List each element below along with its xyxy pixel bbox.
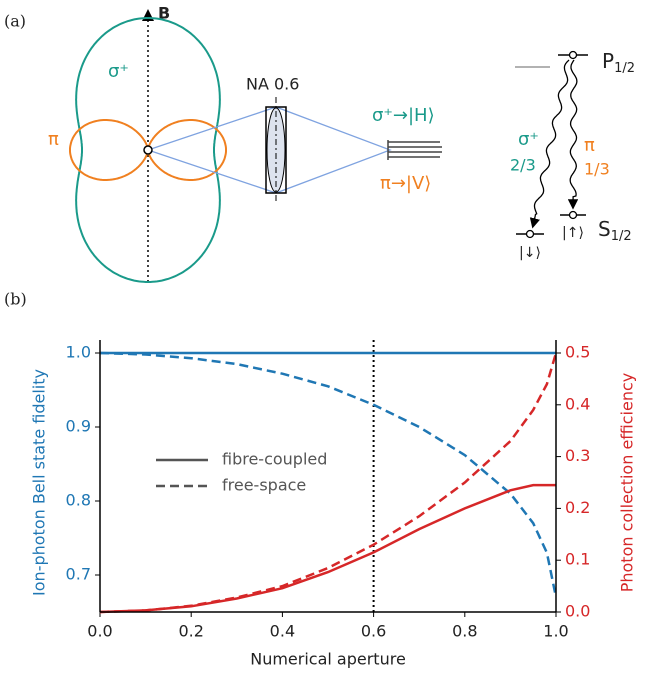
pi-label: π: [48, 129, 59, 150]
pi-ratio: 1/3: [584, 160, 610, 179]
y2-tick-label: 0.4: [565, 394, 590, 413]
legend-label: fibre-coupled: [222, 450, 327, 469]
up-label: |↑⟩: [562, 225, 584, 241]
legend-label: free-space: [222, 476, 306, 495]
lens-label: NA 0.6: [246, 75, 299, 94]
x-tick-label: 0.8: [452, 622, 477, 641]
series-line: [99, 352, 558, 614]
y2-tick-label: 0.1: [565, 550, 590, 569]
rays: [145, 106, 392, 194]
sigma-decay: [529, 59, 570, 229]
sigma-ratio: 2/3: [510, 156, 536, 175]
pi-decay: [567, 59, 579, 210]
y-tick-label: 0.8: [66, 491, 91, 510]
p-state: [568, 50, 578, 60]
series-line: [99, 351, 558, 598]
y-tick-label: 0.9: [66, 417, 91, 436]
y2-tick-label: 0.2: [565, 498, 590, 517]
y-tick-label: 0.7: [66, 565, 91, 584]
ion: [143, 145, 153, 155]
y2-axis-label: Photon collection efficiency: [618, 373, 637, 593]
up-state: [568, 210, 578, 220]
p-label: P1/2: [602, 49, 635, 76]
b-label: B: [158, 4, 170, 23]
y2-tick-label: 0.5: [565, 343, 590, 362]
x-tick-label: 0.6: [361, 622, 386, 641]
y2-tick-label: 0.3: [565, 446, 590, 465]
down-state: [525, 229, 535, 239]
x-tick-label: 0.2: [178, 622, 203, 641]
series-line: [99, 483, 556, 614]
sigma-map: σ⁺→|H⟩: [372, 105, 435, 126]
y2-tick-label: 0.0: [565, 602, 590, 621]
y-tick-label: 1.0: [66, 343, 91, 362]
x-tick-label: 1.0: [543, 622, 568, 641]
s-label: S1/2: [598, 217, 632, 244]
pi-transition: π: [584, 135, 595, 156]
fibre: [387, 140, 442, 160]
x-tick-label: 0.4: [270, 622, 295, 641]
y-axis-label: Ion-photon Bell state fidelity: [30, 369, 49, 596]
pi-map: π→|V⟩: [380, 173, 431, 194]
panel-tag: (a): [4, 12, 26, 31]
sigma-pattern: [75, 17, 221, 283]
x-axis-label: Numerical aperture: [250, 650, 406, 669]
panel-tag: (b): [4, 290, 27, 309]
sigma-transition: σ⁺: [518, 129, 539, 150]
sigma-label: σ⁺: [108, 61, 129, 82]
down-label: |↓⟩: [519, 245, 541, 261]
x-tick-label: 0.0: [87, 622, 112, 641]
